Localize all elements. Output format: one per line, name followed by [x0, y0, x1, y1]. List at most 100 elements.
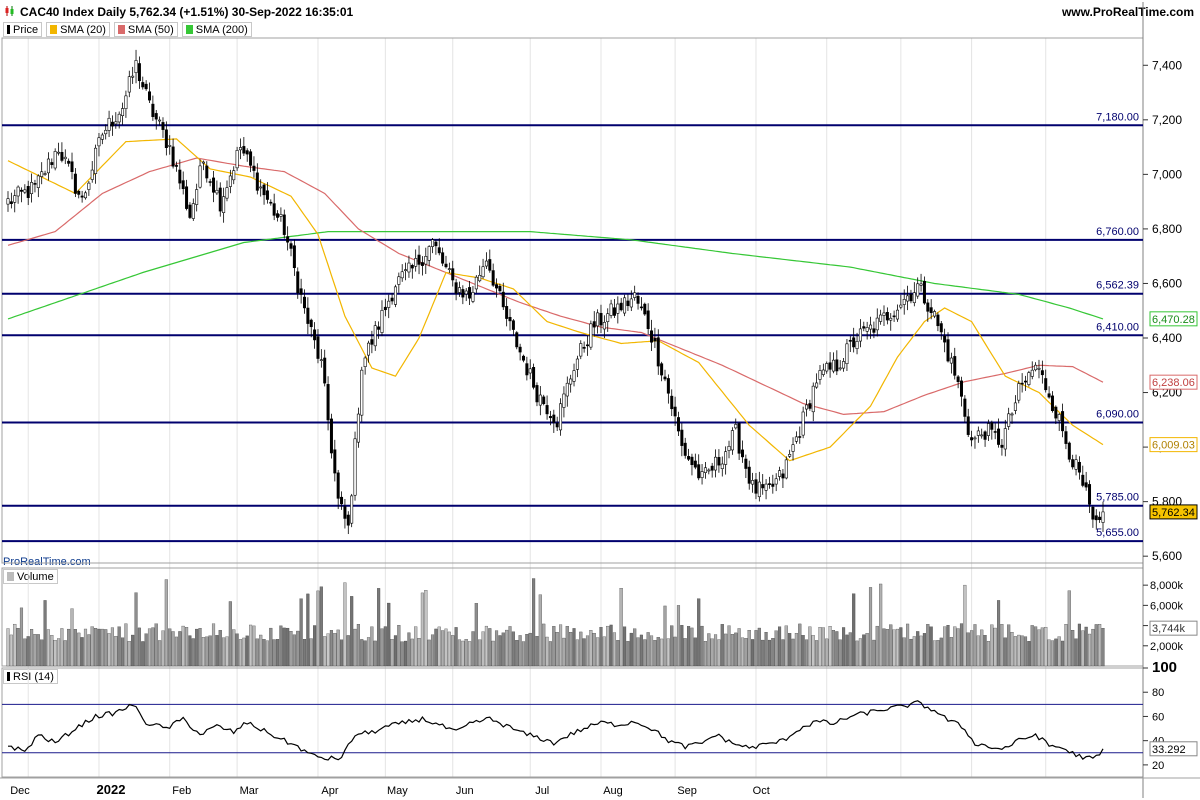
volume-bar — [1067, 590, 1071, 667]
candle-body — [80, 195, 84, 198]
volume-bar — [1084, 626, 1088, 667]
candle — [673, 396, 677, 426]
volume-bar — [1094, 624, 1098, 667]
candle-body — [929, 307, 933, 314]
volume-bar — [909, 638, 913, 667]
legend-price[interactable]: Price — [3, 22, 43, 37]
candle — [703, 462, 707, 479]
candle — [313, 322, 317, 349]
candle-body — [700, 471, 704, 478]
candle — [464, 288, 468, 302]
candle-body — [161, 122, 165, 130]
candle — [161, 117, 165, 138]
volume-bar — [643, 639, 647, 667]
candle-body — [137, 63, 141, 82]
candle — [87, 180, 91, 196]
candle — [191, 198, 195, 221]
candle-body — [959, 380, 963, 397]
site-url[interactable]: www.ProRealTime.com — [1061, 5, 1194, 19]
candle-body — [521, 355, 525, 361]
candle-body — [201, 161, 205, 164]
candle — [798, 426, 802, 444]
volume-bar — [848, 632, 852, 667]
candle-body — [710, 465, 714, 471]
volume-bar — [457, 639, 462, 667]
volume-bar — [1040, 627, 1044, 667]
volume-bar — [222, 637, 226, 667]
candle — [100, 132, 104, 145]
candle-body — [181, 180, 185, 190]
candle-body — [919, 283, 923, 286]
volume-bar — [720, 624, 724, 667]
x-label-2: Feb — [172, 785, 191, 797]
candle-body — [1098, 516, 1102, 520]
price-tick-label-0: 5,600 — [1152, 549, 1182, 563]
candle-body — [1088, 484, 1092, 505]
candle — [737, 422, 741, 460]
legend-volume[interactable]: Volume — [3, 569, 58, 584]
candle — [292, 239, 296, 276]
candle-body — [538, 394, 542, 406]
candle-body — [1074, 459, 1078, 470]
candle-body — [565, 382, 569, 397]
candle-body — [33, 183, 37, 185]
candle — [70, 152, 74, 180]
candle — [110, 115, 114, 136]
legend-sma20[interactable]: SMA (20) — [46, 22, 110, 37]
candle — [1064, 425, 1068, 450]
volume-bar — [235, 633, 239, 667]
volume-bar — [535, 636, 539, 667]
candle — [1057, 412, 1061, 431]
legend-sma50[interactable]: SMA (50) — [113, 22, 178, 37]
volume-bar — [188, 635, 192, 667]
candle-body — [784, 459, 788, 479]
candle — [848, 336, 852, 353]
legend-price-label: Price — [13, 23, 39, 36]
candle — [586, 335, 590, 356]
legend-sma200[interactable]: SMA (200) — [181, 22, 252, 37]
candle-body — [383, 306, 387, 311]
candle-body — [650, 330, 654, 343]
candle-body — [404, 269, 408, 271]
volume-bar — [676, 605, 681, 667]
volume-bar — [333, 633, 337, 667]
candle-body — [855, 341, 859, 349]
volume-bar — [949, 637, 953, 667]
candle — [990, 420, 994, 440]
x-label-10: Oct — [753, 785, 770, 797]
volume-bar — [575, 639, 579, 667]
candle — [683, 437, 687, 459]
volume-bar — [818, 627, 822, 667]
sma50-swatch — [117, 25, 125, 34]
price-swatch — [7, 25, 10, 34]
candle — [997, 418, 1001, 448]
chart-title: CAC40 Index Daily 5,762.34 (+1.51%) 30-S… — [20, 5, 354, 19]
rsi-tick-label-0: 20 — [1152, 760, 1164, 772]
rsi-tick-label-4: 100 — [1152, 659, 1177, 676]
candle-body — [946, 339, 950, 362]
candle-body — [427, 246, 431, 261]
volume-bar — [36, 634, 40, 667]
volume-bar — [811, 635, 815, 667]
candle — [127, 70, 131, 98]
candle — [724, 446, 728, 475]
volume-bar — [474, 603, 478, 667]
candle-body — [367, 342, 371, 356]
candle — [929, 299, 933, 320]
volume-bar — [831, 630, 836, 667]
volume-bar — [313, 625, 317, 667]
volume-bar — [1054, 638, 1058, 667]
candle-body — [198, 165, 202, 188]
candle-body — [990, 422, 994, 430]
legend-rsi[interactable]: RSI (14) — [3, 669, 58, 684]
candle-body — [997, 428, 1001, 445]
candle-body — [309, 319, 313, 328]
candle-body — [346, 514, 350, 526]
candle-body — [885, 311, 889, 321]
x-label-1: 2022 — [97, 782, 126, 797]
chart-header: CAC40 Index Daily 5,762.34 (+1.51%) 30-S… — [0, 0, 1200, 22]
candle — [986, 419, 990, 442]
volume-bar — [171, 631, 175, 667]
volume-bar — [801, 635, 805, 667]
